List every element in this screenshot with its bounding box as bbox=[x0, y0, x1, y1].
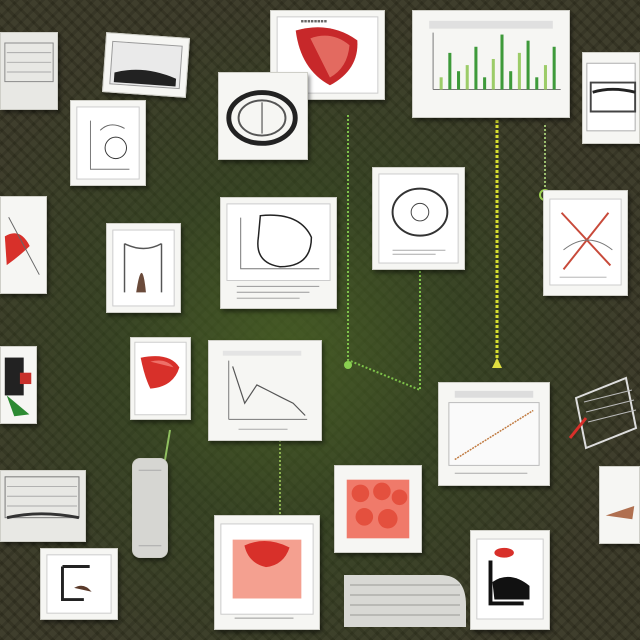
arch-diagram-icon bbox=[112, 229, 175, 307]
outline-diagram-card bbox=[220, 197, 337, 309]
bar bbox=[500, 34, 504, 90]
photo-card-green-plant bbox=[0, 346, 37, 424]
line-chart-icon bbox=[222, 350, 308, 430]
circle-diagram-card bbox=[70, 100, 146, 186]
bar bbox=[509, 71, 513, 90]
arch-diagram-icon bbox=[46, 554, 112, 614]
chart-title-bar bbox=[454, 390, 534, 398]
muscle-icon bbox=[134, 341, 187, 416]
chart-title-bar bbox=[222, 350, 302, 356]
bar bbox=[439, 77, 443, 90]
bar bbox=[474, 46, 478, 90]
bar bbox=[535, 77, 539, 90]
photo-card-device bbox=[0, 470, 86, 542]
bar bbox=[491, 58, 495, 90]
wire-node bbox=[492, 358, 502, 368]
bar bbox=[552, 46, 556, 90]
circle-diagram-card bbox=[372, 167, 465, 270]
photo-card-red-machine bbox=[566, 368, 640, 468]
bar bbox=[483, 77, 487, 90]
svg-text:▪▪▪▪▪▪▪▪: ▪▪▪▪▪▪▪▪ bbox=[301, 19, 327, 25]
ring-card bbox=[218, 72, 308, 160]
bar bbox=[543, 65, 547, 90]
chart-title-bar bbox=[429, 20, 553, 29]
photo-card-machine bbox=[0, 32, 58, 110]
line-series bbox=[232, 366, 306, 416]
photo-card-device bbox=[582, 52, 640, 144]
photo-card-blade bbox=[599, 466, 640, 544]
heart-icon bbox=[220, 523, 314, 619]
arch-diagram-card bbox=[106, 223, 181, 313]
x-diagram-icon bbox=[549, 198, 622, 286]
bar bbox=[517, 52, 521, 90]
bar-chart bbox=[429, 20, 561, 91]
circle-diagram-icon bbox=[378, 173, 459, 264]
bar-chart-card bbox=[412, 10, 570, 118]
bar bbox=[465, 65, 469, 90]
bar bbox=[457, 71, 461, 90]
bar bbox=[526, 40, 530, 90]
tissue-card bbox=[334, 465, 422, 553]
wire-node bbox=[344, 361, 352, 369]
grate-object bbox=[340, 565, 470, 630]
circle-diagram-icon bbox=[76, 106, 140, 180]
photo-card-red-figure bbox=[0, 196, 47, 294]
heart-diagram-card bbox=[214, 515, 320, 630]
cylinder-object bbox=[132, 458, 168, 558]
line-chart-icon bbox=[448, 390, 540, 474]
scatter-chart-card bbox=[438, 382, 550, 486]
x-diagram-card bbox=[543, 190, 628, 296]
arch-diagram-card bbox=[40, 548, 118, 620]
line-chart-card bbox=[208, 340, 322, 441]
line-series bbox=[454, 409, 534, 461]
photo-card-dark-object bbox=[470, 530, 550, 630]
bar bbox=[448, 52, 452, 90]
muscle-card bbox=[130, 337, 191, 420]
photo-card-scanner bbox=[102, 32, 190, 98]
